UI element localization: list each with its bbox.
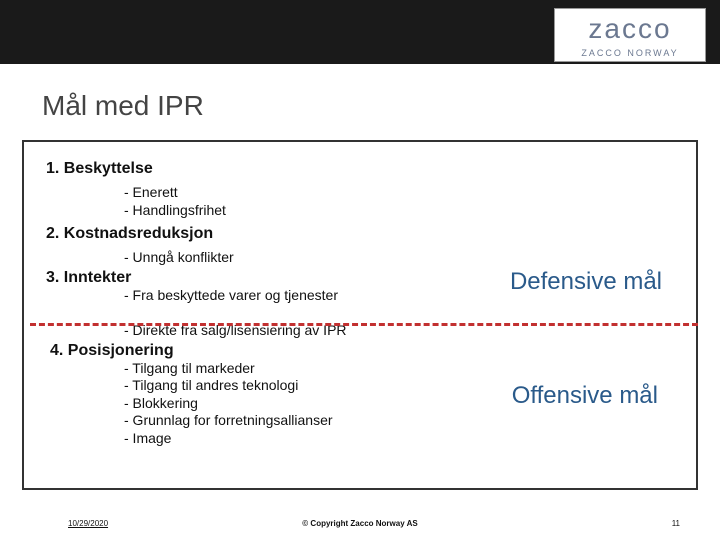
- divider-dashed: [30, 323, 698, 326]
- section-1-heading: 1. Beskyttelse: [46, 160, 676, 178]
- footer-page: 11: [672, 519, 680, 528]
- page-title: Mål med IPR: [42, 90, 204, 122]
- content-box-right-border: [696, 140, 698, 490]
- section-4-item-3: - Grunnlag for forretningsallianser: [124, 412, 676, 430]
- section-1-item-1: - Handlingsfrihet: [124, 202, 676, 220]
- defensive-label: Defensive mål: [510, 268, 662, 296]
- offensive-label: Offensive mål: [512, 382, 658, 410]
- logo: zacco ZACCO NORWAY: [554, 8, 706, 62]
- section-2: 2. Kostnadsreduksjon - Unngå konflikter: [46, 225, 676, 267]
- logo-main: zacco: [555, 13, 705, 45]
- section-2-item-0: - Unngå konflikter: [124, 249, 676, 267]
- section-4-item-0: - Tilgang til markeder: [124, 360, 676, 378]
- slide: zacco ZACCO NORWAY Mål med IPR 1. Beskyt…: [0, 0, 720, 540]
- section-1: 1. Beskyttelse - Enerett - Handlingsfrih…: [46, 160, 676, 219]
- section-2-heading: 2. Kostnadsreduksjon: [46, 225, 676, 243]
- section-4-heading: 4. Posisjonering: [50, 342, 676, 360]
- content-box: 1. Beskyttelse - Enerett - Handlingsfrih…: [22, 140, 698, 490]
- logo-sub: ZACCO NORWAY: [555, 48, 705, 58]
- footer-copyright: © Copyright Zacco Norway AS: [0, 519, 720, 528]
- section-1-item-0: - Enerett: [124, 184, 676, 202]
- section-4-item-4: - Image: [124, 430, 676, 448]
